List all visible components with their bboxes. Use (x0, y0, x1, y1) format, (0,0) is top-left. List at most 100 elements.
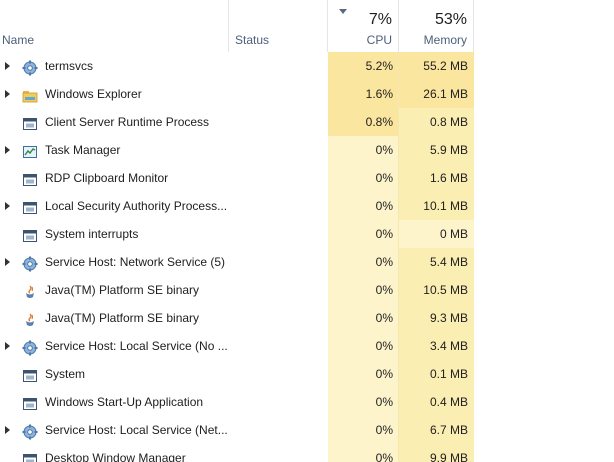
column-header-status[interactable]: Status (229, 0, 328, 52)
expand-arrow-icon[interactable] (5, 202, 10, 210)
process-status-cell (229, 360, 328, 388)
process-memory: 0 MB (399, 220, 474, 248)
process-status-cell (229, 80, 328, 108)
process-name: Client Server Runtime Process (45, 115, 210, 129)
java-icon (22, 282, 38, 298)
process-cpu: 0% (328, 444, 399, 462)
process-cpu: 0.8% (328, 108, 399, 136)
process-memory: 0.4 MB (399, 388, 474, 416)
process-row[interactable]: RDP Clipboard Monitor 0% 1.6 MB (0, 164, 614, 192)
expand-arrow-icon[interactable] (5, 146, 10, 154)
folder-icon (22, 86, 38, 103)
process-memory: 3.4 MB (399, 332, 474, 360)
process-cpu: 0% (328, 332, 399, 360)
process-name: Java(TM) Platform SE binary (45, 283, 200, 297)
process-memory: 0.1 MB (399, 360, 474, 388)
process-memory: 26.1 MB (399, 80, 474, 108)
process-name: Service Host: Local Service (Net... (45, 423, 228, 437)
process-status-cell (229, 248, 328, 276)
process-cpu: 1.6% (328, 80, 399, 108)
process-cpu: 0% (328, 220, 399, 248)
gear-icon (22, 422, 38, 440)
window-icon (22, 114, 38, 130)
process-memory: 0.8 MB (399, 108, 474, 136)
column-header-cpu[interactable]: 7% CPU (328, 0, 399, 52)
process-status-cell (229, 192, 328, 220)
expand-arrow-icon[interactable] (5, 426, 10, 434)
gear-icon (22, 58, 38, 76)
process-cpu: 0% (328, 248, 399, 276)
process-row[interactable]: Client Server Runtime Process 0.8% 0.8 MB (0, 108, 614, 136)
process-cpu: 0% (328, 388, 399, 416)
process-name: RDP Clipboard Monitor (45, 171, 169, 185)
column-header-memory[interactable]: 53% Memory (399, 0, 474, 52)
process-list: termsvcs 5.2% 55.2 MB Windows Explorer 1.6% 2… (0, 52, 614, 462)
process-row[interactable]: termsvcs 5.2% 55.2 MB (0, 52, 614, 80)
window-icon (22, 226, 38, 242)
window-icon (22, 450, 38, 462)
process-row[interactable]: Java(TM) Platform SE binary 0% 9.3 MB (0, 304, 614, 332)
process-cpu: 0% (328, 136, 399, 164)
process-name: Windows Start-Up Application (45, 395, 204, 409)
process-status-cell (229, 332, 328, 360)
process-row[interactable]: Task Manager 0% 5.9 MB (0, 136, 614, 164)
process-row[interactable]: Service Host: Local Service (Net... 0% 6.7… (0, 416, 614, 444)
process-status-cell (229, 52, 328, 80)
java-icon (22, 310, 38, 326)
process-name: Service Host: Network Service (5) (45, 255, 226, 269)
process-memory: 55.2 MB (399, 52, 474, 80)
column-header-filler (474, 0, 614, 52)
column-header-name[interactable]: Name (0, 0, 229, 52)
process-name-cell: System (0, 360, 229, 388)
process-row[interactable]: Java(TM) Platform SE binary 0% 10.5 MB (0, 276, 614, 304)
process-cpu: 5.2% (328, 52, 399, 80)
window-icon (22, 198, 38, 214)
process-name-cell: Windows Start-Up Application (0, 388, 229, 416)
process-status-cell (229, 276, 328, 304)
process-row[interactable]: Local Security Authority Process... 0% 10.… (0, 192, 614, 220)
process-cpu: 0% (328, 192, 399, 220)
process-row[interactable]: Windows Explorer 1.6% 26.1 MB (0, 80, 614, 108)
process-name-cell: Windows Explorer (0, 80, 229, 108)
process-name: Java(TM) Platform SE binary (45, 311, 200, 325)
expand-arrow-icon[interactable] (5, 90, 10, 98)
process-name-cell: Service Host: Local Service (Net... (0, 416, 229, 444)
process-memory: 9.3 MB (399, 304, 474, 332)
process-cpu: 0% (328, 276, 399, 304)
column-header-memory-label: Memory (423, 33, 467, 47)
window-icon (22, 366, 38, 382)
process-status-cell (229, 304, 328, 332)
process-memory: 10.5 MB (399, 276, 474, 304)
expand-arrow-icon[interactable] (5, 258, 10, 266)
process-name-cell: Java(TM) Platform SE binary (0, 276, 229, 304)
column-header-name-label: Name (2, 33, 35, 47)
process-memory: 1.6 MB (399, 164, 474, 192)
gear-icon (22, 254, 38, 272)
process-row[interactable]: System 0% 0.1 MB (0, 360, 614, 388)
process-row[interactable]: Desktop Window Manager 0% 9.9 MB (0, 444, 614, 462)
gear-icon (22, 338, 38, 356)
process-name-cell: Java(TM) Platform SE binary (0, 304, 229, 332)
expand-arrow-icon[interactable] (5, 342, 10, 350)
process-name: Task Manager (45, 143, 121, 157)
process-row[interactable]: Windows Start-Up Application 0% 0.4 MB (0, 388, 614, 416)
process-memory: 5.4 MB (399, 248, 474, 276)
sort-descending-icon (339, 9, 347, 14)
process-row[interactable]: System interrupts 0% 0 MB (0, 220, 614, 248)
process-row[interactable]: Service Host: Local Service (No ... 0% 3.4… (0, 332, 614, 360)
process-name-cell: termsvcs (0, 52, 229, 80)
column-header-bar: Name Status 7% CPU 53% Memory (0, 0, 614, 52)
window-icon (22, 394, 38, 410)
process-name: Windows Explorer (45, 87, 142, 101)
process-memory: 10.1 MB (399, 192, 474, 220)
process-name-cell: Service Host: Network Service (5) (0, 248, 229, 276)
process-name-cell: Client Server Runtime Process (0, 108, 229, 136)
process-memory: 5.9 MB (399, 136, 474, 164)
process-row[interactable]: Service Host: Network Service (5) 0% 5.4 M… (0, 248, 614, 276)
cpu-total-percent: 7% (368, 11, 392, 28)
process-status-cell (229, 220, 328, 248)
process-cpu: 0% (328, 416, 399, 444)
process-name-cell: Task Manager (0, 136, 229, 164)
process-name-cell: RDP Clipboard Monitor (0, 164, 229, 192)
expand-arrow-icon[interactable] (5, 62, 10, 70)
